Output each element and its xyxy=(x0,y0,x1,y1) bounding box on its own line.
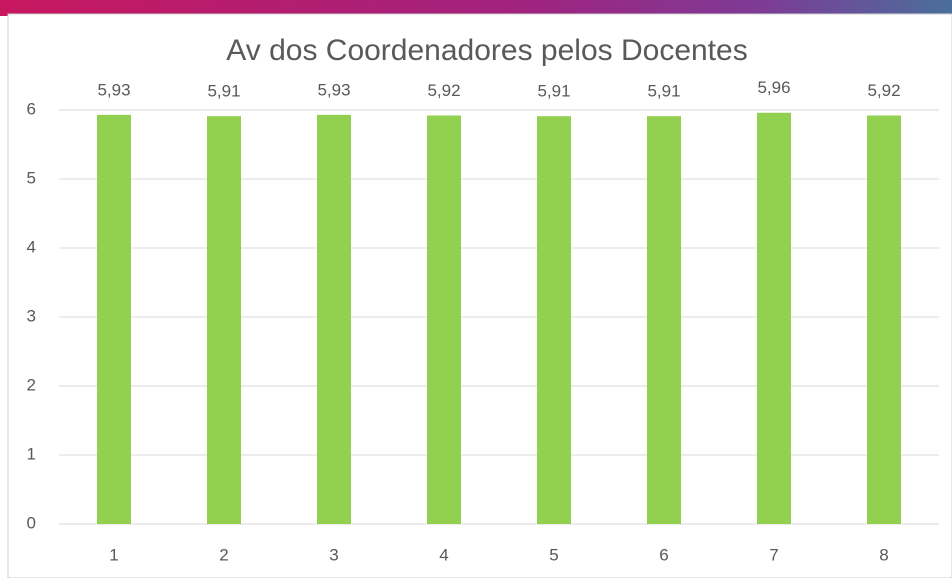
value-label: 5,96 xyxy=(757,78,790,97)
bar xyxy=(97,114,131,524)
x-tick-label: 7 xyxy=(769,545,778,564)
bar xyxy=(647,116,681,525)
x-tick-label: 6 xyxy=(659,545,668,564)
chart-title: Av dos Coordenadores pelos Docentes xyxy=(226,34,747,67)
value-label: 5,92 xyxy=(867,81,900,100)
x-tick-label: 5 xyxy=(549,545,558,564)
x-tick-label: 8 xyxy=(879,545,888,564)
y-tick-label: 0 xyxy=(27,513,36,532)
y-tick-label: 6 xyxy=(27,99,36,118)
x-tick-label: 3 xyxy=(329,545,338,564)
value-label: 5,93 xyxy=(317,80,350,99)
bar xyxy=(867,115,901,525)
value-label: 5,91 xyxy=(537,82,570,101)
value-label: 5,93 xyxy=(97,80,130,99)
bar xyxy=(317,114,351,524)
y-tick-label: 5 xyxy=(27,168,36,187)
x-tick-label: 1 xyxy=(109,545,118,564)
bar xyxy=(427,115,461,525)
y-tick-label: 3 xyxy=(27,306,36,325)
bar xyxy=(537,116,571,525)
bar xyxy=(757,112,791,524)
value-label: 5,91 xyxy=(647,82,680,101)
bar xyxy=(207,116,241,525)
y-tick-label: 2 xyxy=(27,375,36,394)
x-tick-label: 4 xyxy=(439,545,448,564)
value-label: 5,92 xyxy=(427,81,460,100)
chart-area xyxy=(7,13,952,579)
x-tick-label: 2 xyxy=(219,545,228,564)
value-label: 5,91 xyxy=(207,82,240,101)
y-tick-label: 1 xyxy=(27,444,36,463)
header-band xyxy=(0,0,952,16)
y-tick-label: 4 xyxy=(27,237,36,256)
